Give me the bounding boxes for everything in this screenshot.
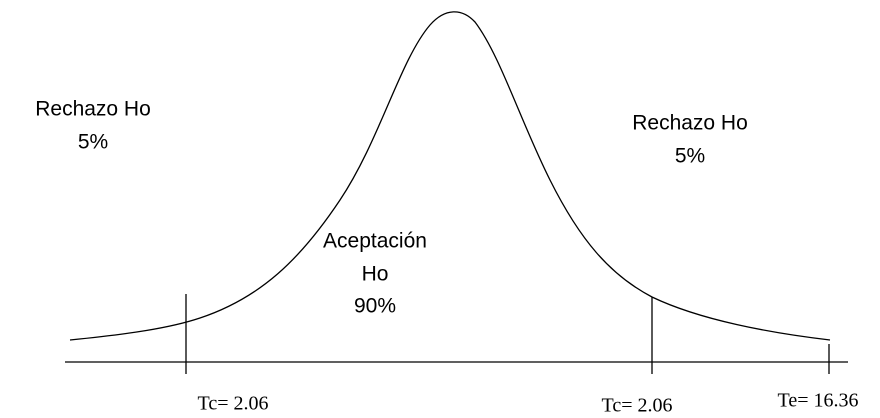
region-percent: 5%	[675, 145, 705, 168]
marker-label: Tc= 2.06	[602, 395, 673, 417]
region-label: Rechazo Ho	[632, 112, 748, 135]
region-percent: 90%	[354, 295, 396, 318]
region-percent: 5%	[78, 131, 108, 154]
marker-label: Te= 16.36	[778, 390, 859, 412]
distribution-curve	[69, 11, 831, 341]
marker-label: Tc= 2.06	[198, 393, 269, 415]
region-label: Aceptación	[323, 230, 427, 253]
region-label: Ho	[362, 263, 389, 286]
region-label: Rechazo Ho	[35, 98, 151, 121]
